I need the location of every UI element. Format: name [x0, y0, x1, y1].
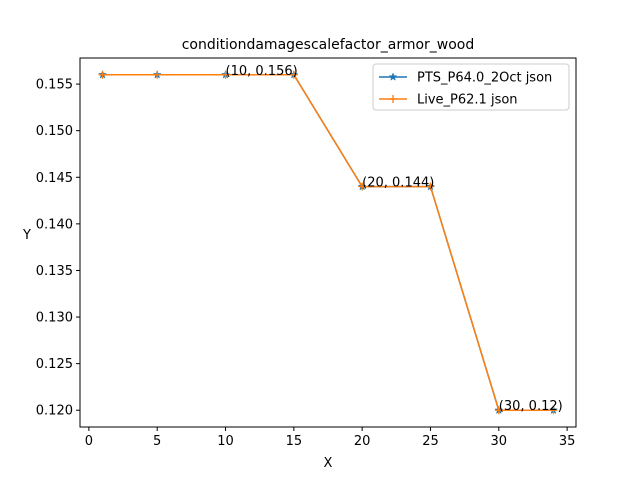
y-tick-label: 0.130: [36, 311, 73, 326]
legend-item: Live_P62.1 json: [379, 93, 518, 108]
y-tick-label: 0.155: [36, 78, 73, 93]
data-point: [494, 406, 503, 415]
data-point: [221, 70, 230, 79]
legend-label: Live_P62.1 json: [417, 93, 518, 108]
x-tick-label: 10: [217, 434, 234, 449]
x-tick-label: 20: [354, 434, 371, 449]
x-tick-label: 30: [491, 434, 508, 449]
y-tick-label: 0.135: [36, 264, 73, 279]
series-1: [98, 70, 558, 415]
y-axis-label: Y: [22, 228, 31, 243]
data-point: [426, 182, 435, 191]
y-tick-label: 0.125: [36, 357, 73, 372]
chart-title: conditiondamagescalefactor_armor_wood: [182, 37, 475, 53]
y-tick-label: 0.145: [36, 171, 73, 186]
legend: PTS_P64.0_2Oct json Live_P62.1 json: [372, 63, 570, 111]
x-tick-label: 15: [286, 434, 303, 449]
legend-marker: [388, 72, 398, 81]
legend-item: PTS_P64.0_2Oct json: [379, 71, 552, 86]
data-annotation: (30, 0.12): [499, 399, 563, 414]
x-tick-label: 0: [85, 434, 93, 449]
data-point: [289, 70, 298, 79]
y-tick-label: 0.150: [36, 124, 73, 139]
data-point: [153, 70, 162, 79]
legend-label: PTS_P64.0_2Oct json: [417, 71, 552, 86]
legend-box: [372, 63, 570, 111]
series-line: [102, 74, 554, 411]
x-axis-label: X: [324, 456, 333, 471]
x-tick-label: 25: [422, 434, 439, 449]
data-annotation: (20, 0.144): [362, 176, 434, 191]
data-annotation: (10, 0.156): [226, 64, 298, 79]
y-tick-label: 0.140: [36, 217, 73, 232]
y-tick-label: 0.120: [36, 404, 73, 419]
series-line: [102, 74, 554, 411]
plot-frame: [79, 57, 577, 428]
series-0: [98, 70, 558, 415]
data-point: [98, 70, 107, 79]
data-point: [549, 406, 558, 415]
data-point: [358, 182, 367, 191]
x-tick-label: 35: [559, 434, 576, 449]
x-tick-label: 5: [153, 434, 161, 449]
